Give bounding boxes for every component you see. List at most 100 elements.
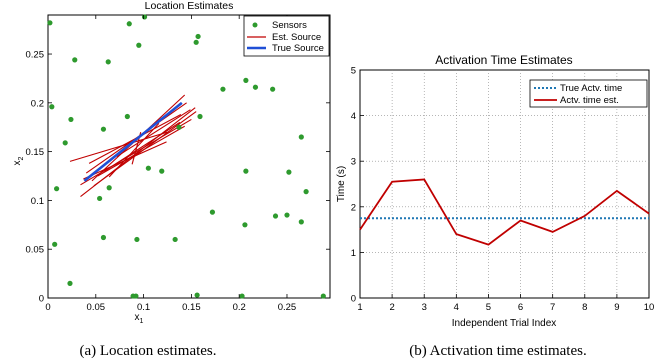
sensor-point xyxy=(298,219,304,225)
sensor-point xyxy=(193,39,199,45)
left-x-tick-label: 0 xyxy=(45,302,50,313)
right-y-tick-label: 5 xyxy=(351,66,356,77)
right-x-tick-label: 6 xyxy=(518,302,523,313)
left-x-tick-label: 0.05 xyxy=(87,302,106,313)
left-x-tick-label: 0.15 xyxy=(182,302,201,313)
left-y-tick-label: 0.1 xyxy=(31,196,44,207)
activation-time-panel: Activation Time Estimates 1 2 3 4 5 6 7 8 9 10012… xyxy=(336,53,654,329)
left-y-axis-label-sub: 2 xyxy=(18,156,25,160)
left-y-axis-label-main: x xyxy=(12,160,23,165)
sensor-point xyxy=(209,209,216,215)
sensor-point xyxy=(124,113,130,120)
sensor-point xyxy=(68,116,74,123)
left-chart-title: Location Estimates xyxy=(145,0,234,12)
sensor-point xyxy=(197,113,203,120)
sensor-point xyxy=(62,140,68,146)
legend-true-actv-label: True Actv. time xyxy=(560,83,622,94)
sensor-point xyxy=(106,185,112,191)
left-y-tick-label: 0.05 xyxy=(26,245,45,256)
sensor-point xyxy=(134,236,140,243)
right-plot-area xyxy=(359,69,650,299)
left-y-tick-label: 0 xyxy=(39,294,44,305)
sensor-point xyxy=(97,195,103,202)
est-source-segment xyxy=(104,121,181,172)
sensor-point xyxy=(100,126,107,132)
sensor-point xyxy=(47,20,53,26)
right-x-tick-label: 1 xyxy=(357,302,362,313)
right-x-tick-label: 8 xyxy=(582,302,587,313)
sensor-point xyxy=(320,293,326,299)
right-x-tick-label: 4 xyxy=(454,302,459,313)
right-y-tick-label: 3 xyxy=(351,157,356,168)
sensor-point xyxy=(243,77,249,83)
right-y-tick-label: 4 xyxy=(351,111,356,122)
right-x-tick-label: 9 xyxy=(614,302,619,313)
caption-left: (a) Location estimates. xyxy=(79,343,216,359)
left-x-tick-label: 0.25 xyxy=(278,302,297,313)
sensor-point xyxy=(72,57,78,63)
left-x-axis-label-sub: 1 xyxy=(140,318,144,325)
sensor-point xyxy=(239,293,245,299)
sensor-point xyxy=(195,33,201,40)
legend-sensors-label: Sensors xyxy=(272,20,307,31)
left-axes-layer: 0 0.05 0.1 0.15 0.2 0.25 0 0.05 0.1 0.15 0.2 0.25 xyxy=(26,15,330,313)
sensor-point xyxy=(159,168,165,174)
right-x-tick-label: 5 xyxy=(486,302,491,313)
right-y-tick-label: 0 xyxy=(351,294,356,305)
left-y-axis-label: x2 xyxy=(12,156,25,165)
right-x-tick-label: 7 xyxy=(550,302,555,313)
sensor-point xyxy=(243,168,249,174)
legend-actv-est-label: Actv. time est. xyxy=(560,95,619,106)
left-x-axis-label-main: x xyxy=(135,312,140,323)
sensor-point xyxy=(220,86,226,92)
left-y-tick-label: 0.25 xyxy=(26,50,45,61)
right-y-tick-label: 1 xyxy=(351,248,356,259)
sensor-point xyxy=(133,293,139,299)
sensor-point xyxy=(54,186,60,192)
right-x-tick-label: 2 xyxy=(389,302,394,313)
sensor-point xyxy=(145,165,151,171)
sensor-point xyxy=(272,213,279,219)
est-source-segment xyxy=(116,109,191,157)
sensor-point xyxy=(176,124,182,130)
left-x-tick-label: 0.1 xyxy=(137,302,150,313)
right-legend-box xyxy=(529,79,648,108)
sensor-point xyxy=(286,169,292,175)
right-x-tick-label: 10 xyxy=(644,302,655,313)
legend-est-source-label: Est. Source xyxy=(272,32,321,43)
left-x-axis-label: x1 xyxy=(135,312,144,325)
location-estimates-panel: Location Estimates 0 0.05 0.1 0.15 0.2 0.2500… xyxy=(12,0,331,325)
left-legend: Sensors Est. Source True Source xyxy=(243,15,330,57)
true-source-segment xyxy=(83,101,183,182)
caption-right: (b) Activation time estimates. xyxy=(409,343,586,359)
sensor-point xyxy=(141,14,148,20)
sensor-point xyxy=(194,292,200,298)
right-x-tick-label: 3 xyxy=(422,302,427,313)
right-legend: True Actv. time Actv. time est. xyxy=(529,79,648,108)
sensor-point xyxy=(136,42,142,48)
sensor-point xyxy=(100,234,107,241)
sensor-point xyxy=(284,212,290,218)
est-source-segment xyxy=(69,131,168,162)
sensor-point xyxy=(172,236,178,243)
actv-time-est-line xyxy=(359,178,650,246)
left-x-tick-label: 0.2 xyxy=(233,302,246,313)
left-marks-layer xyxy=(47,14,326,299)
sensor-point xyxy=(270,86,276,92)
legend-true-source-label: True Source xyxy=(272,43,324,54)
left-y-tick-label: 0.15 xyxy=(26,147,45,158)
est-source-segment xyxy=(93,111,197,187)
legend-sensors-marker xyxy=(252,22,258,28)
sensor-point xyxy=(298,134,304,140)
left-plot-area xyxy=(47,14,331,299)
right-marks-layer xyxy=(359,178,650,246)
sensor-point xyxy=(67,280,73,286)
sensor-point xyxy=(105,59,111,65)
right-y-tick-label: 2 xyxy=(351,202,356,213)
sensor-point xyxy=(52,241,58,247)
sensor-point xyxy=(49,104,55,110)
left-y-tick-label: 0.2 xyxy=(31,98,44,109)
left-legend-box xyxy=(243,15,330,57)
right-y-axis-label: Time (s) xyxy=(336,166,347,202)
